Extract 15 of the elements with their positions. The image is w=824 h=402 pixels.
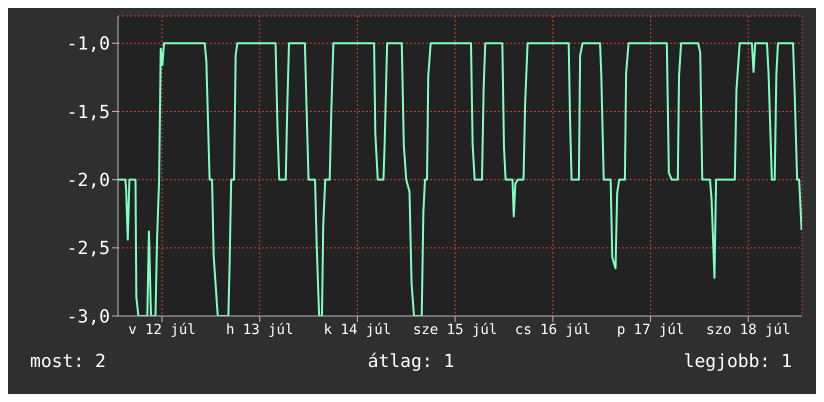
x-tick-label: sze 15 júl bbox=[412, 322, 498, 338]
y-tick-label: -1,5 bbox=[66, 102, 110, 123]
y-tick-label: -2,5 bbox=[66, 238, 110, 260]
x-tick-label: cs 16 júl bbox=[514, 322, 591, 338]
x-tick-label: v 12 júl bbox=[128, 322, 196, 338]
text: legjobb: 1 bbox=[682, 351, 792, 372]
y-tick-label: -1,0 bbox=[66, 34, 110, 55]
y-tick-label: -2,0 bbox=[66, 170, 110, 192]
y-tick-label: -3,0 bbox=[66, 306, 110, 328]
x-tick-label: k 14 júl bbox=[324, 322, 392, 338]
x-tick-label: p 17 júl bbox=[616, 322, 684, 338]
x-tick-label: szo 18 júl bbox=[706, 322, 790, 338]
x-tick-label: h 13 júl bbox=[226, 322, 294, 338]
text: átlag: 1 bbox=[366, 351, 456, 372]
text: most: 2 bbox=[30, 351, 107, 372]
